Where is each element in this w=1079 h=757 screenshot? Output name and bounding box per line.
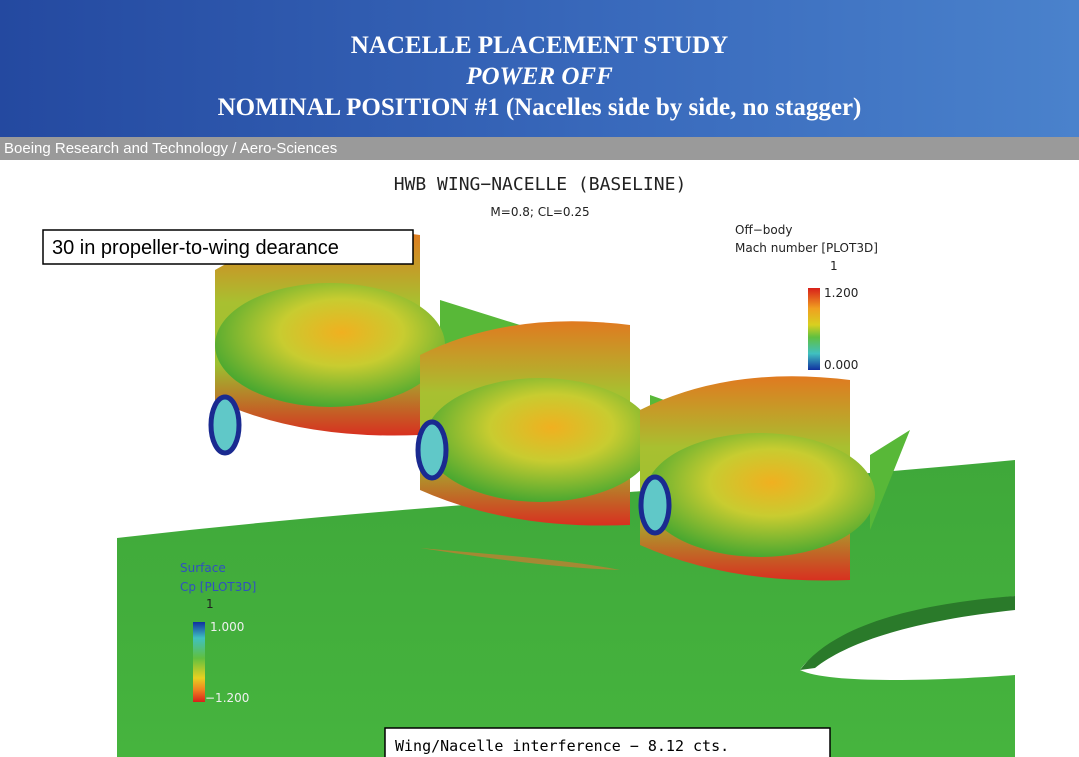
- legend-min: −1.200: [205, 691, 249, 705]
- legend-min: 0.000: [824, 358, 858, 372]
- cfd-figure: HWB WING−NACELLE (BASELINE) M=0.8; CL=0.…: [42, 174, 1015, 757]
- figure-title: HWB WING−NACELLE (BASELINE): [394, 174, 687, 195]
- legend-unit: 1: [206, 597, 214, 611]
- result: Wing/Nacelle interference − 8.12 cts.: [395, 737, 729, 755]
- legend-variable: Mach number [PLOT3D]: [735, 241, 878, 255]
- figure-conditions: M=0.8; CL=0.25: [490, 205, 589, 219]
- legend-title: Off−body: [735, 223, 792, 237]
- header-subtitle: POWER OFF: [466, 63, 613, 90]
- result-box: [384, 727, 831, 757]
- legend-variable: Cp [PLOT3D]: [180, 580, 256, 594]
- header: NACELLE PLACEMENT STUDY POWER OFF NOMINA…: [0, 0, 1079, 137]
- organization-banner: Boeing Research and Technology / Aero-Sc…: [0, 137, 1079, 160]
- legend-max: 1.200: [824, 286, 858, 300]
- annotation-box: [42, 229, 414, 265]
- legend-unit: 1: [830, 259, 838, 273]
- legend-max: 1.000: [210, 620, 244, 634]
- colorbar: [193, 622, 205, 702]
- annotation: 30 in propeller-to-wing dearance: [52, 237, 339, 259]
- nacelle: [208, 231, 520, 456]
- legend-title: Surface: [180, 561, 226, 575]
- header-title: NACELLE PLACEMENT STUDY: [350, 32, 729, 59]
- wing-shock: [420, 548, 620, 570]
- colorbar: [808, 288, 820, 370]
- nacelle: [638, 376, 910, 581]
- wing-edge: [800, 596, 1015, 670]
- header-position: NOMINAL POSITION #1 (Nacelles side by si…: [217, 94, 862, 121]
